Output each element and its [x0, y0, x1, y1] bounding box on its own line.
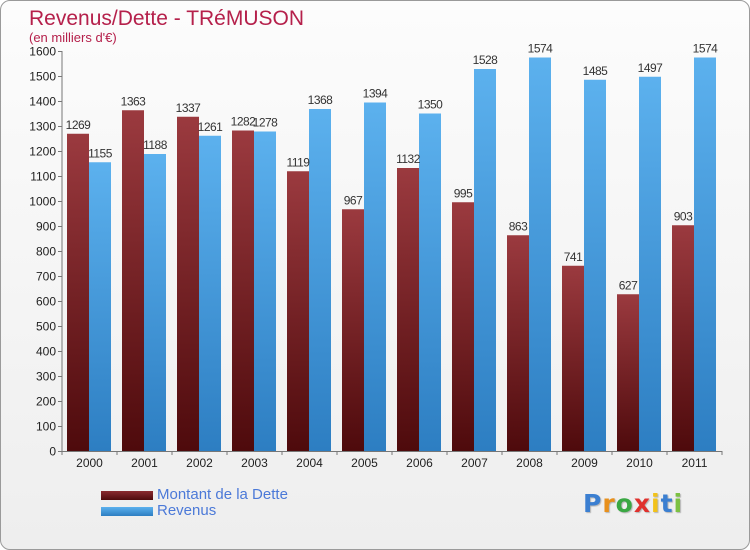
- value-label-debt-2005: 967: [344, 193, 363, 207]
- value-label-debt-2000: 1269: [66, 118, 92, 132]
- logo-letter: o: [615, 489, 634, 518]
- bar-revenue-2010: [639, 76, 661, 451]
- x-tick-label: 2006: [406, 456, 433, 470]
- x-tick-label: 2003: [241, 456, 268, 470]
- proxiti-logo: Proxiti: [583, 489, 683, 518]
- bar-debt-2009: [562, 265, 584, 451]
- value-label-debt-2011: 903: [674, 209, 693, 223]
- bar-revenue-2008: [529, 57, 551, 451]
- chart-subtitle: (en milliers d'€): [29, 30, 117, 45]
- bar-debt-2004: [287, 171, 309, 451]
- value-label-debt-2007: 995: [454, 186, 473, 200]
- y-tick-label: 700: [36, 270, 56, 284]
- legend-label-debt: Montant de la Dette: [157, 486, 288, 503]
- bar-debt-2002: [177, 116, 199, 451]
- bar-revenue-2009: [584, 79, 606, 451]
- bar-debt-2001: [122, 110, 144, 451]
- x-tick-label: 2001: [131, 456, 158, 470]
- value-label-revenue-2005: 1394: [363, 87, 389, 101]
- bar-revenue-2007: [474, 69, 496, 451]
- value-label-revenue-2000: 1155: [88, 146, 113, 160]
- bar-revenue-2011: [694, 57, 716, 451]
- chart-title: Revenus/Dette - TRéMUSON: [29, 7, 305, 30]
- value-label-debt-2001: 1363: [121, 94, 147, 108]
- value-label-revenue-2002: 1261: [198, 120, 224, 134]
- logo-letter: r: [602, 489, 616, 518]
- x-tick-label: 2007: [461, 456, 488, 470]
- value-label-revenue-2008: 1574: [528, 42, 554, 56]
- value-label-revenue-2006: 1350: [418, 98, 444, 112]
- value-label-debt-2006: 1132: [396, 152, 421, 166]
- y-tick-label: 1400: [29, 95, 56, 109]
- y-tick-label: 200: [36, 395, 56, 409]
- legend-swatch-revenue: [101, 507, 153, 516]
- y-tick-label: 1600: [29, 45, 56, 59]
- value-label-debt-2003: 1282: [231, 115, 257, 129]
- bar-revenue-2001: [144, 154, 166, 451]
- value-label-revenue-2007: 1528: [473, 53, 499, 67]
- bar-debt-2011: [672, 225, 694, 451]
- legend-label-revenue: Revenus: [157, 502, 217, 519]
- bar-debt-2003: [232, 130, 254, 451]
- bar-revenue-2004: [309, 109, 331, 451]
- y-tick-label: 1000: [29, 195, 56, 209]
- bar-revenue-2000: [89, 162, 111, 451]
- value-label-revenue-2010: 1497: [638, 61, 664, 75]
- logo-letter: x: [633, 489, 651, 518]
- bar-debt-2000: [67, 133, 89, 451]
- logo-letter: i: [673, 489, 684, 518]
- value-label-revenue-2009: 1485: [583, 64, 609, 78]
- y-tick-label: 1500: [29, 70, 56, 84]
- x-tick-label: 2009: [571, 456, 598, 470]
- y-tick-label: 1300: [29, 120, 56, 134]
- axis-layer: 0 100 200 300 400 500 600 700 800 900 1000 1100 1200…: [29, 45, 723, 470]
- legend-swatch-debt: [101, 491, 153, 500]
- value-label-debt-2010: 627: [619, 278, 638, 292]
- x-tick-label: 2010: [626, 456, 653, 470]
- y-tick-label: 100: [36, 420, 56, 434]
- bar-debt-2007: [452, 202, 474, 451]
- x-tick-label: 2004: [296, 456, 323, 470]
- x-tick-label: 2008: [516, 456, 543, 470]
- y-tick-label: 1200: [29, 145, 56, 159]
- logo-letter: t: [660, 489, 674, 518]
- logo-letter: P: [583, 489, 603, 518]
- y-tick-label: 500: [36, 320, 56, 334]
- value-label-debt-2004: 1119: [287, 155, 311, 169]
- bar-debt-2005: [342, 209, 364, 451]
- bar-revenue-2006: [419, 113, 441, 451]
- x-tick-label: 2011: [682, 456, 708, 470]
- value-label-debt-2009: 741: [564, 250, 583, 264]
- value-label-revenue-2011: 1574: [693, 42, 719, 56]
- label-layer: 1269 1363 1337 1282 1119 967 1132 995 863 741 627 9…: [66, 42, 719, 293]
- logo-letter: i: [651, 489, 661, 518]
- y-tick-label: 300: [36, 370, 56, 384]
- bar-debt-2010: [617, 294, 639, 451]
- bar-layer: [67, 57, 716, 451]
- y-tick-label: 600: [36, 295, 56, 309]
- y-tick-label: 900: [36, 220, 56, 234]
- y-tick-label: 0: [49, 445, 56, 459]
- x-tick-label: 2002: [186, 456, 213, 470]
- value-label-debt-2002: 1337: [176, 101, 202, 115]
- bar-revenue-2005: [364, 102, 386, 451]
- bar-debt-2008: [507, 235, 529, 451]
- value-label-revenue-2004: 1368: [308, 93, 334, 107]
- y-tick-label: 800: [36, 245, 56, 259]
- x-tick-label: 2005: [351, 456, 378, 470]
- bar-revenue-2002: [199, 135, 221, 451]
- bar-debt-2006: [397, 168, 419, 451]
- y-tick-label: 400: [36, 345, 56, 359]
- y-tick-label: 1100: [30, 170, 56, 184]
- value-label-revenue-2001: 1188: [143, 138, 168, 152]
- bar-revenue-2003: [254, 131, 276, 451]
- x-tick-label: 2000: [76, 456, 103, 470]
- value-label-revenue-2003: 1278: [253, 116, 279, 130]
- value-label-debt-2008: 863: [509, 219, 528, 233]
